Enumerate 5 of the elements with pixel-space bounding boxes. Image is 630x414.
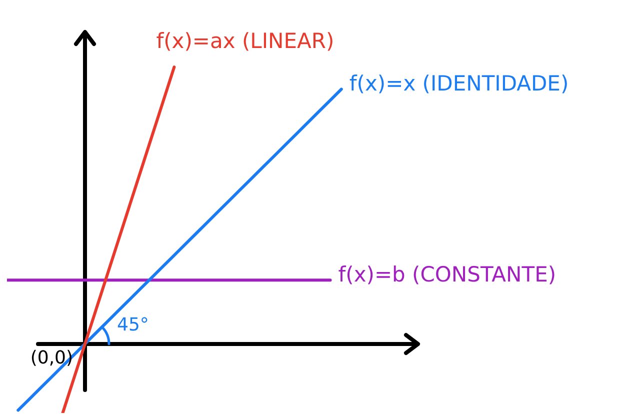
annotation: (0,0) bbox=[30, 347, 74, 368]
annotation: 45° bbox=[117, 314, 149, 336]
series-label: f(x)=ax (LINEAR) bbox=[156, 29, 334, 54]
series-label: f(x)=x (IDENTIDADE) bbox=[349, 72, 569, 96]
series-label: f(x)=b (CONSTANTE) bbox=[338, 262, 556, 287]
